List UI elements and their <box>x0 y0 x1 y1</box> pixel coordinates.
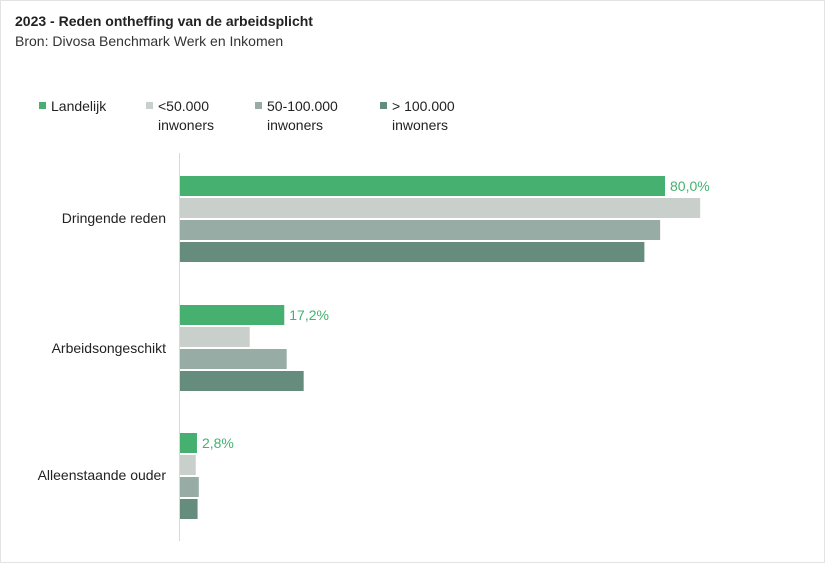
legend-swatch-medium <box>255 102 262 109</box>
data-label: 2,8% <box>202 435 234 451</box>
bar <box>180 499 198 519</box>
bar <box>180 327 250 347</box>
category-label: Arbeidsongeschikt <box>52 340 167 356</box>
legend-label-medium: 50-100.000 inwoners <box>267 98 338 133</box>
legend-swatch-large <box>380 102 387 109</box>
chart-title: 2023 - Reden ontheffing van de arbeidspl… <box>15 13 313 29</box>
data-label: 17,2% <box>289 307 329 323</box>
legend-label-small: <50.000 inwoners <box>158 98 215 133</box>
legend-item-large: > 100.000 inwoners <box>380 97 480 135</box>
legend-item-landelijk: Landelijk <box>39 97 106 116</box>
legend-swatch-landelijk <box>39 102 46 109</box>
legend-swatch-small <box>146 102 153 109</box>
legend-item-medium: 50-100.000 inwoners <box>255 97 360 135</box>
bar <box>180 349 287 369</box>
bar <box>180 305 285 325</box>
legend-label-large: > 100.000 inwoners <box>392 98 455 133</box>
data-label: 80,0% <box>670 178 710 194</box>
bar <box>180 242 645 262</box>
bar <box>180 433 197 453</box>
category-label: Alleenstaande ouder <box>38 467 167 483</box>
bar <box>180 198 701 218</box>
category-label: Dringende reden <box>62 210 166 226</box>
legend-item-small: <50.000 inwoners <box>146 97 236 135</box>
legend-label-landelijk: Landelijk <box>51 98 107 114</box>
bar <box>180 220 661 240</box>
bar <box>180 176 665 196</box>
bar <box>180 477 199 497</box>
bar <box>180 455 196 475</box>
chart-subtitle: Bron: Divosa Benchmark Werk en Inkomen <box>15 33 284 49</box>
bar <box>180 371 304 391</box>
